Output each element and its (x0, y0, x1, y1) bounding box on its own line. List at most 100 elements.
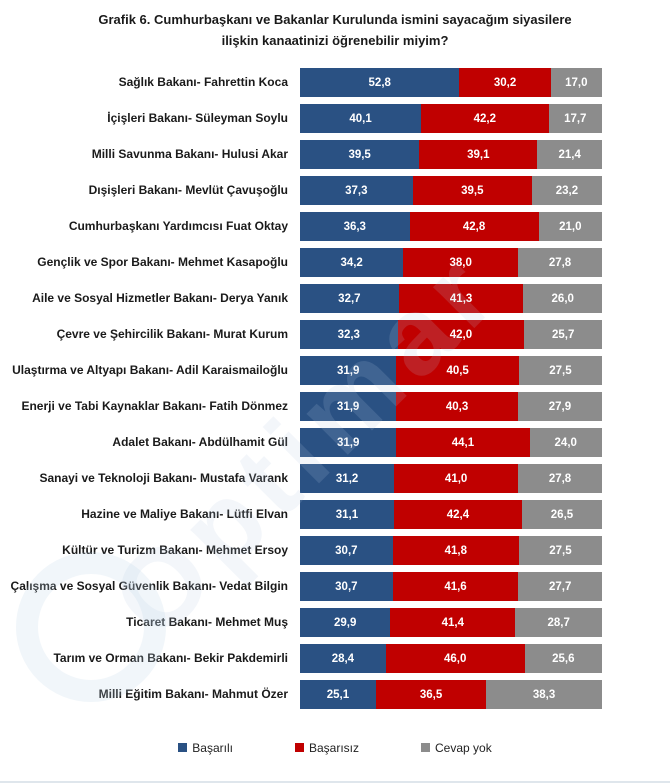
bar-segment-basarisiz: 39,5 (412, 176, 532, 206)
value-label-basarisiz: 41,3 (449, 292, 473, 305)
category-label: Gençlik ve Spor Bakanı- Mehmet Kasapoğlu (37, 255, 288, 270)
legend-label: Başarısız (308, 740, 359, 755)
category-label: Kültür ve Turizm Bakanı- Mehmet Ersoy (62, 543, 288, 558)
bar-segment-cevap-yok: 27,5 (518, 356, 602, 386)
value-label-basarili: 31,9 (336, 436, 360, 449)
bar-segment-basarisiz: 42,0 (397, 320, 525, 350)
bar-segment-cevap-yok: 25,6 (524, 644, 602, 674)
legend-item: Cevap yok (421, 741, 492, 755)
bar-segment-cevap-yok: 24,0 (529, 428, 602, 458)
bar-segment-basarili: 34,2 (300, 248, 404, 278)
bar-segment-cevap-yok: 27,8 (518, 464, 602, 494)
stacked-bar: 31,9 44,1 24,0 (300, 428, 602, 458)
stacked-bar: 25,1 36,5 38,3 (300, 680, 602, 710)
value-label-basarisiz: 42,4 (446, 508, 470, 521)
category-label: Enerji ve Tabi Kaynaklar Bakanı- Fatih D… (21, 399, 288, 414)
bar-segment-basarili: 31,9 (300, 392, 397, 422)
category-label: Aile ve Sosyal Hizmetler Bakanı- Derya Y… (32, 291, 288, 306)
stacked-bar: 40,1 42,2 17,7 (300, 104, 602, 134)
value-label-cevap-yok: 28,7 (547, 616, 570, 629)
value-label-cevap-yok: 38,3 (532, 688, 556, 701)
bar-segment-cevap-yok: 17,7 (548, 104, 602, 134)
value-label-basarisiz: 46,0 (444, 652, 467, 665)
stacked-bar: 28,4 46,0 25,6 (300, 644, 602, 674)
bar-segment-cevap-yok: 27,5 (518, 536, 602, 566)
value-label-cevap-yok: 27,8 (548, 256, 572, 269)
bar-segment-basarisiz: 39,1 (419, 140, 538, 170)
bar-segment-basarili: 32,3 (300, 320, 398, 350)
value-label-basarili: 30,7 (335, 580, 358, 593)
legend-item: Başarılı (178, 741, 233, 755)
bar-segment-cevap-yok: 21,4 (537, 140, 602, 170)
bar-segment-basarisiz: 46,0 (385, 644, 525, 674)
bar-segment-basarisiz: 42,4 (393, 500, 522, 530)
value-label-basarisiz: 38,0 (449, 256, 472, 269)
value-label-basarili: 28,4 (331, 652, 355, 665)
category-label: Sanayi ve Teknoloji Bakanı- Mustafa Vara… (39, 471, 288, 486)
value-label-cevap-yok: 21,4 (558, 148, 581, 161)
bar-segment-basarisiz: 36,5 (375, 680, 487, 710)
stacked-bar: 32,7 41,3 26,0 (300, 284, 602, 314)
value-label-basarili: 30,7 (335, 544, 358, 557)
bar-segment-basarili: 31,2 (300, 464, 395, 494)
stacked-bar: 34,2 38,0 27,8 (300, 248, 602, 278)
bar-segment-basarili: 31,9 (300, 428, 397, 458)
bar-segment-basarili: 39,5 (300, 140, 420, 170)
legend-label: Başarılı (192, 740, 233, 755)
bar-segment-basarisiz: 30,2 (459, 68, 551, 98)
bar-segment-basarili: 31,1 (300, 500, 394, 530)
bar-segment-basarisiz: 41,8 (392, 536, 519, 566)
bar-segment-basarili: 36,3 (300, 212, 410, 242)
stacked-bar: 30,7 41,8 27,5 (300, 536, 602, 566)
bar-segment-cevap-yok: 23,2 (531, 176, 602, 206)
category-label: İçişleri Bakanı- Süleyman Soylu (107, 111, 288, 126)
stacked-bar: 36,3 42,8 21,0 (300, 212, 602, 242)
value-label-cevap-yok: 17,0 (565, 76, 588, 89)
bar-segment-basarisiz: 38,0 (403, 248, 519, 278)
value-label-cevap-yok: 17,7 (564, 112, 587, 125)
chart-row: Milli Eğitim Bakanı- Mahmut Özer 25,1 36… (0, 677, 670, 713)
bar-segment-basarili: 32,7 (300, 284, 399, 314)
bar-segment-basarili: 52,8 (300, 68, 460, 98)
chart-row: İçişleri Bakanı- Süleyman Soylu 40,1 42,… (0, 101, 670, 137)
stacked-bar: 31,9 40,3 27,9 (300, 392, 602, 422)
bar-segment-cevap-yok: 27,8 (518, 248, 602, 278)
chart-row: Enerji ve Tabi Kaynaklar Bakanı- Fatih D… (0, 389, 670, 425)
category-label: Dışişleri Bakanı- Mevlüt Çavuşoğlu (88, 183, 288, 198)
chart-row: Adalet Bakanı- Abdülhamit Gül 31,9 44,1 … (0, 425, 670, 461)
value-label-basarili: 31,1 (335, 508, 359, 521)
value-label-cevap-yok: 27,9 (548, 400, 572, 413)
bar-segment-cevap-yok: 25,7 (524, 320, 602, 350)
value-label-basarili: 29,9 (333, 616, 357, 629)
value-label-basarili: 32,3 (337, 328, 360, 341)
value-label-cevap-yok: 25,6 (552, 652, 575, 665)
value-label-basarisiz: 41,8 (444, 544, 468, 557)
category-label: Çevre ve Şehircilik Bakanı- Murat Kurum (56, 327, 288, 342)
value-label-cevap-yok: 27,7 (548, 580, 572, 593)
value-label-cevap-yok: 27,5 (549, 364, 572, 377)
bar-segment-basarisiz: 40,3 (396, 392, 518, 422)
value-label-cevap-yok: 21,0 (559, 220, 582, 233)
chart-row: Çalışma ve Sosyal Güvenlik Bakanı- Vedat… (0, 569, 670, 605)
value-label-basarili: 31,9 (337, 364, 360, 377)
category-label: Çalışma ve Sosyal Güvenlik Bakanı- Vedat… (10, 579, 288, 594)
bar-segment-basarili: 40,1 (300, 104, 422, 134)
value-label-cevap-yok: 24,0 (554, 436, 577, 449)
category-label: Cumhurbaşkanı Yardımcısı Fuat Oktay (68, 219, 288, 234)
bar-segment-cevap-yok: 28,7 (515, 608, 602, 638)
value-label-cevap-yok: 26,5 (550, 508, 574, 521)
value-label-basarili: 40,1 (349, 112, 372, 125)
chart-row: Tarım ve Orman Bakanı- Bekir Pakdemirli … (0, 641, 670, 677)
chart-title-line2: ilişkin kanaatinizi öğrenebilir miyim? (221, 32, 449, 48)
bar-segment-cevap-yok: 27,9 (517, 392, 602, 422)
legend-label: Cevap yok (435, 740, 492, 755)
value-label-cevap-yok: 25,7 (551, 328, 575, 341)
bar-segment-cevap-yok: 38,3 (486, 680, 602, 710)
value-label-basarili: 36,3 (343, 220, 366, 233)
value-label-basarili: 25,1 (326, 688, 350, 701)
bar-segment-basarili: 25,1 (300, 680, 376, 710)
chart-row: Ticaret Bakanı- Mehmet Muş 29,9 41,4 28,… (0, 605, 670, 641)
stacked-bar: 31,2 41,0 27,8 (300, 464, 602, 494)
value-label-basarisiz: 42,2 (473, 112, 496, 125)
value-label-basarisiz: 39,1 (467, 148, 490, 161)
